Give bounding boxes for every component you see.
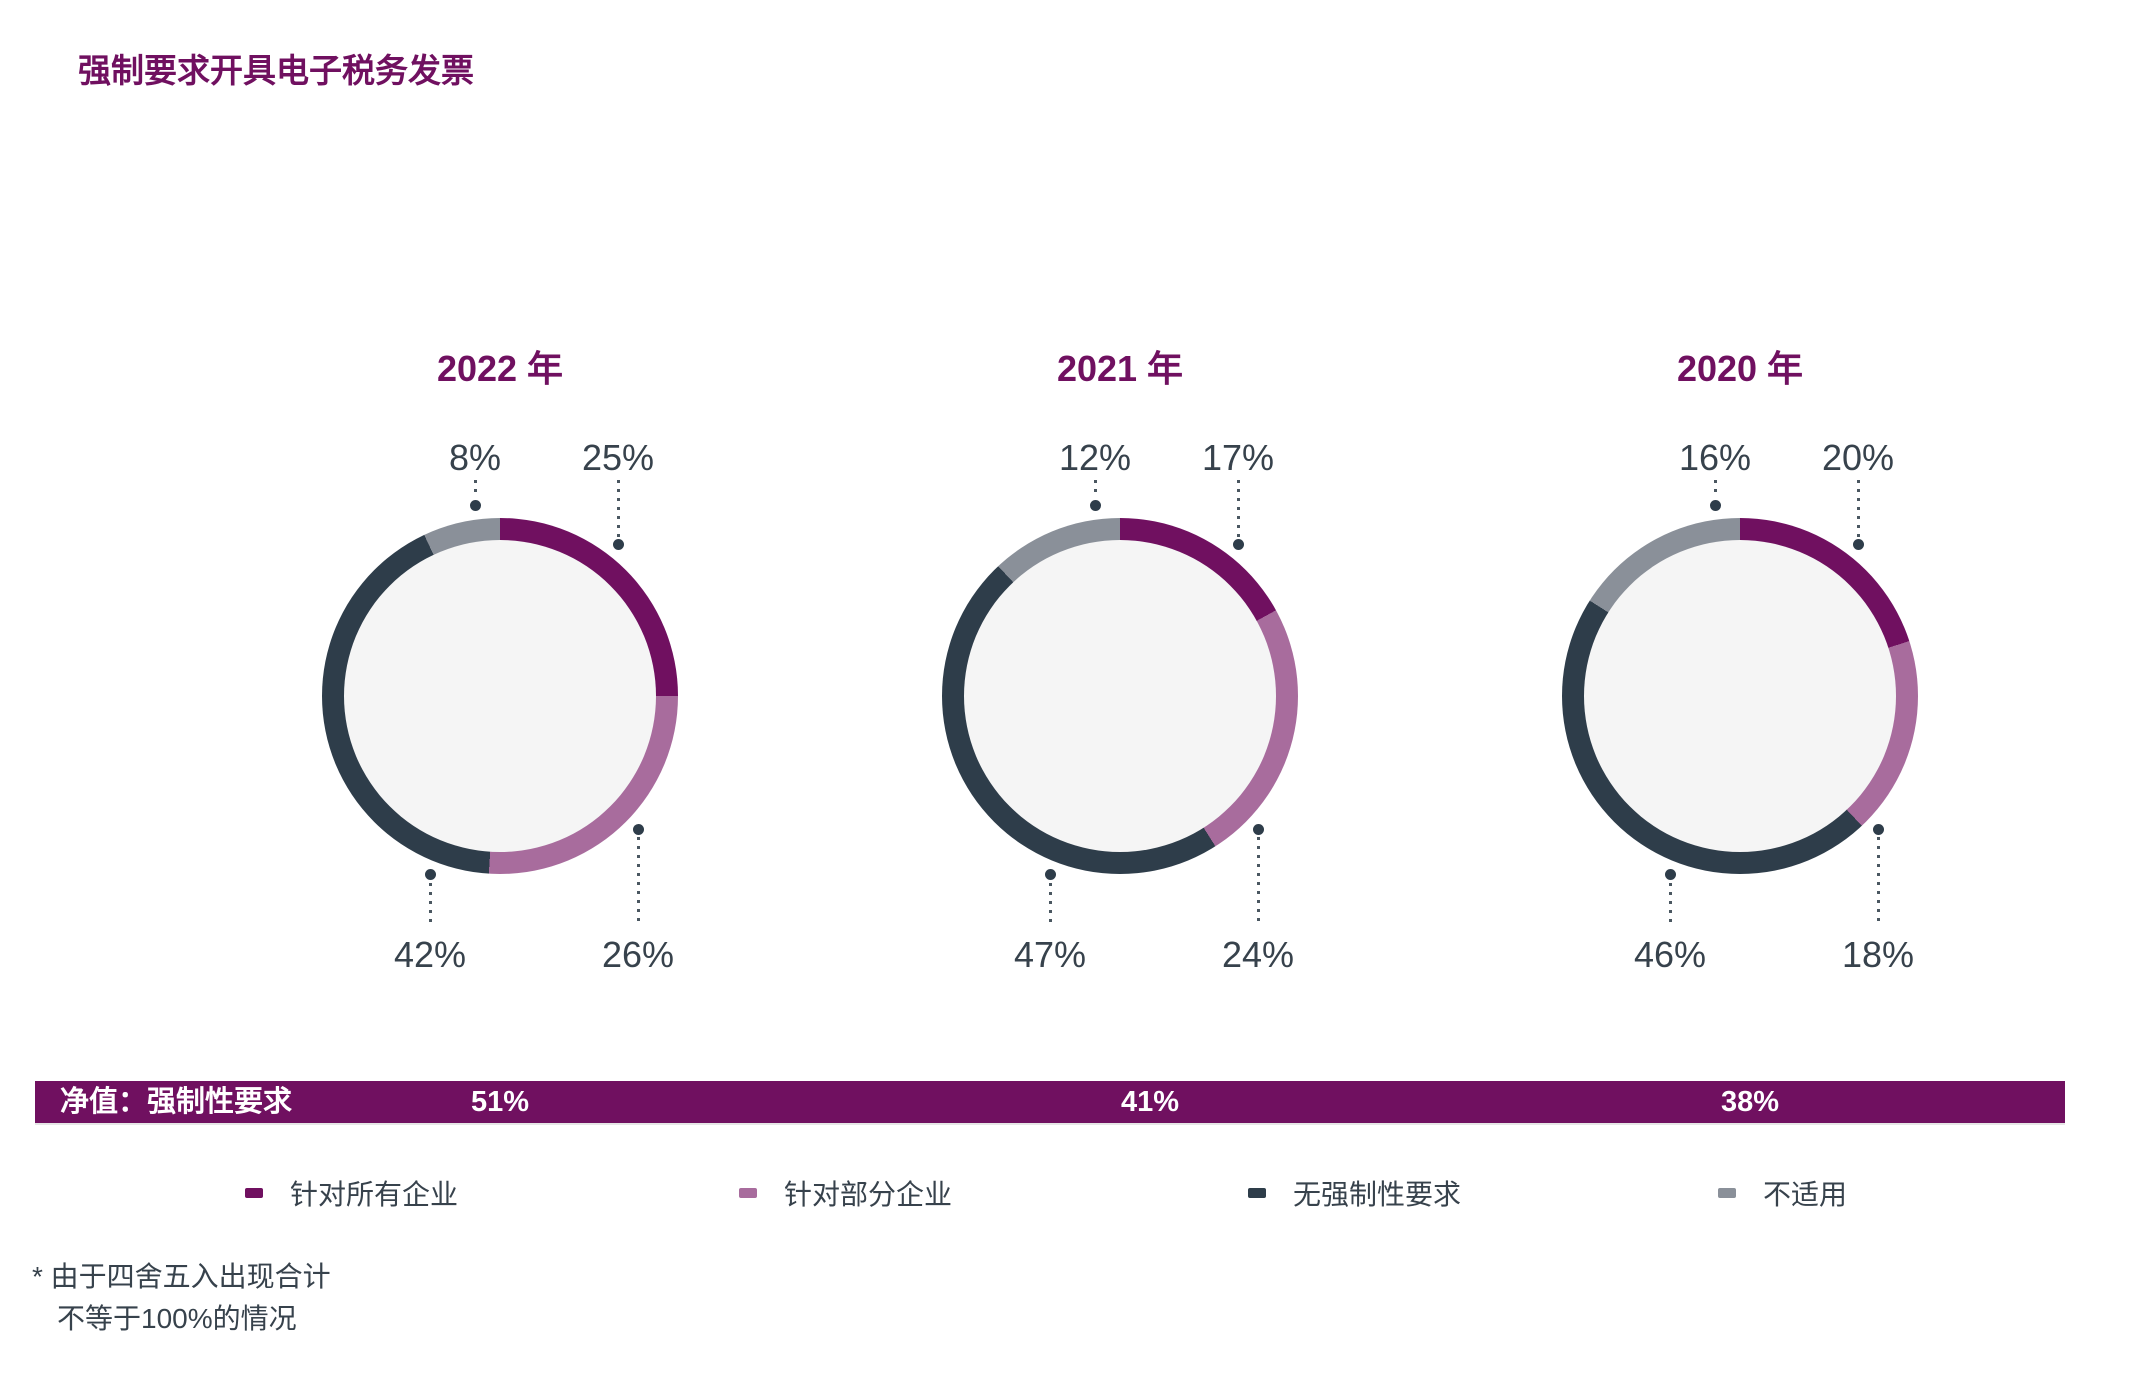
net-value: 38% <box>1720 1086 1780 1118</box>
net-value-bar: 净值：强制性要求 51% 41% 38% <box>35 1081 2065 1125</box>
leader-dot <box>1709 500 1721 512</box>
donut-hole <box>964 540 1276 852</box>
leader-dot <box>1232 539 1244 551</box>
legend-swatch <box>1248 1188 1266 1198</box>
leader-line <box>1048 882 1052 926</box>
net-value: 51% <box>470 1086 530 1118</box>
leader-line <box>1236 480 1240 537</box>
legend-item: 针对部分企业 <box>739 1177 952 1210</box>
segment-value-label: 12% <box>1058 437 1132 478</box>
leader-dot <box>1872 823 1884 835</box>
leader-dot <box>1089 500 1101 512</box>
legend-item: 无强制性要求 <box>1248 1177 1461 1210</box>
legend-label: 无强制性要求 <box>1293 1179 1462 1210</box>
legend-label: 针对所有企业 <box>290 1179 459 1210</box>
leader-dot <box>1044 869 1056 881</box>
leader-line <box>1093 480 1097 498</box>
leader-line <box>1856 480 1860 537</box>
legend-swatch <box>245 1188 263 1198</box>
leader-dot <box>1664 869 1676 881</box>
segment-value-label: 42% <box>393 934 467 975</box>
leader-line <box>1668 882 1672 926</box>
leader-line <box>473 480 477 498</box>
segment-value-label: 16% <box>1678 437 1752 478</box>
segment-value-label: 20% <box>1821 437 1895 478</box>
net-value: 41% <box>1120 1086 1180 1118</box>
leader-dot <box>424 869 436 881</box>
segment-value-label: 47% <box>1013 934 1087 975</box>
legend-item: 不适用 <box>1718 1177 1847 1210</box>
leader-line <box>1713 480 1717 498</box>
segment-value-label: 46% <box>1633 934 1707 975</box>
leader-dot <box>1852 539 1864 551</box>
donut-hole <box>344 540 656 852</box>
footnote-line-2: 不等于100%的情况 <box>57 1303 297 1334</box>
chart-year-title: 2021 年 <box>1056 348 1184 389</box>
chart-year-title: 2022 年 <box>436 348 564 389</box>
leader-dot <box>1252 823 1264 835</box>
segment-value-label: 25% <box>581 437 655 478</box>
leader-line <box>1256 837 1260 926</box>
legend-label: 针对部分企业 <box>784 1179 953 1210</box>
leader-line <box>1876 837 1880 926</box>
chart-year-title: 2020 年 <box>1676 348 1804 389</box>
segment-value-label: 24% <box>1221 934 1295 975</box>
leader-line <box>616 480 620 537</box>
leader-line <box>428 882 432 926</box>
legend-swatch <box>1718 1188 1736 1198</box>
segment-value-label: 8% <box>448 437 502 478</box>
leader-dot <box>612 539 624 551</box>
legend-label: 不适用 <box>1763 1179 1848 1210</box>
segment-value-label: 17% <box>1201 437 1275 478</box>
donut-hole <box>1584 540 1896 852</box>
leader-line <box>636 837 640 926</box>
segment-value-label: 26% <box>601 934 675 975</box>
footnote: * 由于四舍五入出现合计 不等于100%的情况 <box>32 1256 331 1340</box>
leader-dot <box>632 823 644 835</box>
leader-dot <box>469 500 481 512</box>
page-title: 强制要求开具电子税务发票 <box>78 52 474 89</box>
legend-item: 针对所有企业 <box>245 1177 458 1210</box>
footnote-line-1: * 由于四舍五入出现合计 <box>32 1261 331 1292</box>
legend-swatch <box>739 1188 757 1198</box>
segment-value-label: 18% <box>1841 934 1915 975</box>
net-bar-label: 净值：强制性要求 <box>60 1086 293 1118</box>
